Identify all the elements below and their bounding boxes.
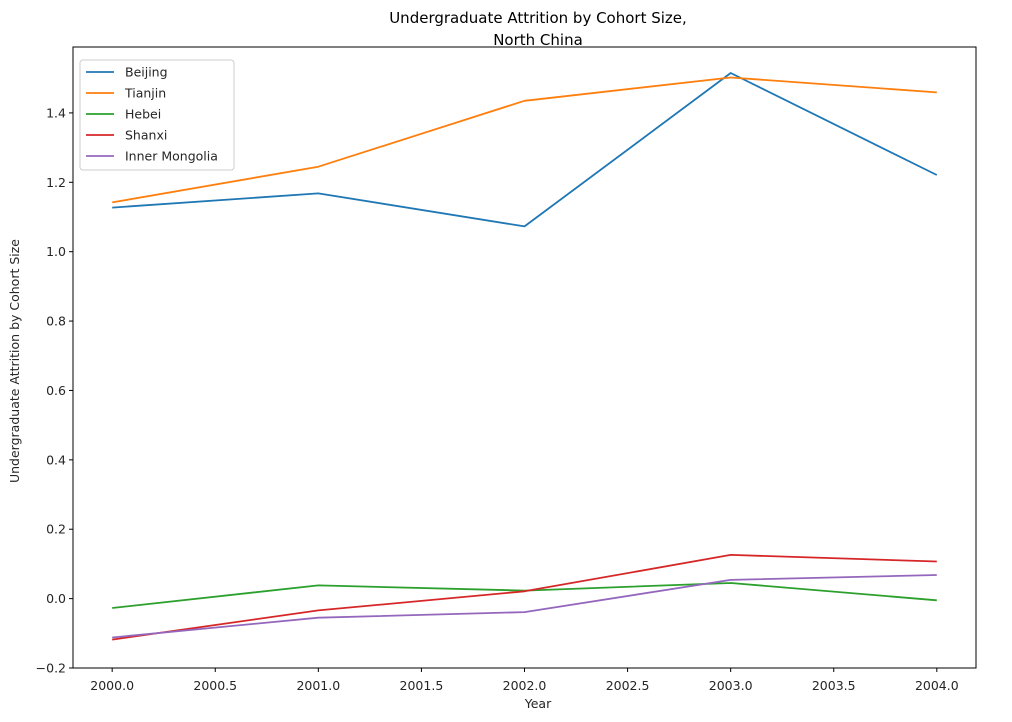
plot-area [112, 72, 938, 641]
x-tick-label: 2004.0 [915, 678, 959, 693]
series-line-inner-mongolia [112, 574, 937, 639]
plot-frame [72, 46, 977, 669]
x-tick-label: 2003.5 [812, 678, 856, 693]
y-axis-title: Undergraduate Attrition by Cohort Size [7, 239, 22, 483]
y-tick-label: 0.6 [46, 383, 66, 398]
x-axis: 2000.0 2000.5 2001.0 2001.5 2002.0 2002.5 2003… [90, 668, 959, 693]
x-tick-label: 2002.5 [606, 678, 650, 693]
y-tick-label: 1.0 [46, 244, 66, 259]
chart-title-line-2: North China [493, 31, 583, 49]
y-tick-label: 1.2 [46, 175, 66, 190]
legend-label-shanxi: Shanxi [125, 128, 167, 143]
y-tick-label: 1.4 [46, 105, 66, 120]
legend-label-beijing: Beijing [125, 65, 168, 80]
y-tick-label: −0.2 [36, 661, 66, 676]
y-axis: −0.2 0.0 0.2 0.4 0.6 0.8 1.0 1.2 1.4 [36, 105, 73, 676]
x-axis-title: Year [524, 696, 552, 711]
x-tick-label: 2000.5 [193, 678, 237, 693]
y-tick-label: 0.0 [46, 591, 66, 606]
series-line-tianjin [112, 76, 937, 204]
legend-label-tianjin: Tianjin [124, 86, 166, 101]
y-tick-label: 0.8 [46, 314, 66, 329]
y-tick-label: 0.2 [46, 522, 66, 537]
x-tick-label: 2001.5 [400, 678, 444, 693]
series-line-hebei [112, 582, 937, 609]
x-tick-label: 2001.0 [296, 678, 340, 693]
legend-label-inner-mongolia: Inner Mongolia [125, 149, 218, 164]
legend-box [79, 59, 235, 171]
legend: Beijing Tianjin Hebei Shanxi Inner Mongolia [79, 59, 235, 171]
series-line-shanxi [112, 554, 937, 641]
x-tick-label: 2002.0 [503, 678, 547, 693]
y-tick-label: 0.4 [46, 452, 66, 467]
series-line-beijing [112, 72, 938, 228]
chart-title-line-1: Undergraduate Attrition by Cohort Size, [389, 9, 687, 27]
x-tick-label: 2003.0 [709, 678, 753, 693]
x-tick-label: 2000.0 [90, 678, 134, 693]
legend-label-hebei: Hebei [125, 107, 161, 122]
